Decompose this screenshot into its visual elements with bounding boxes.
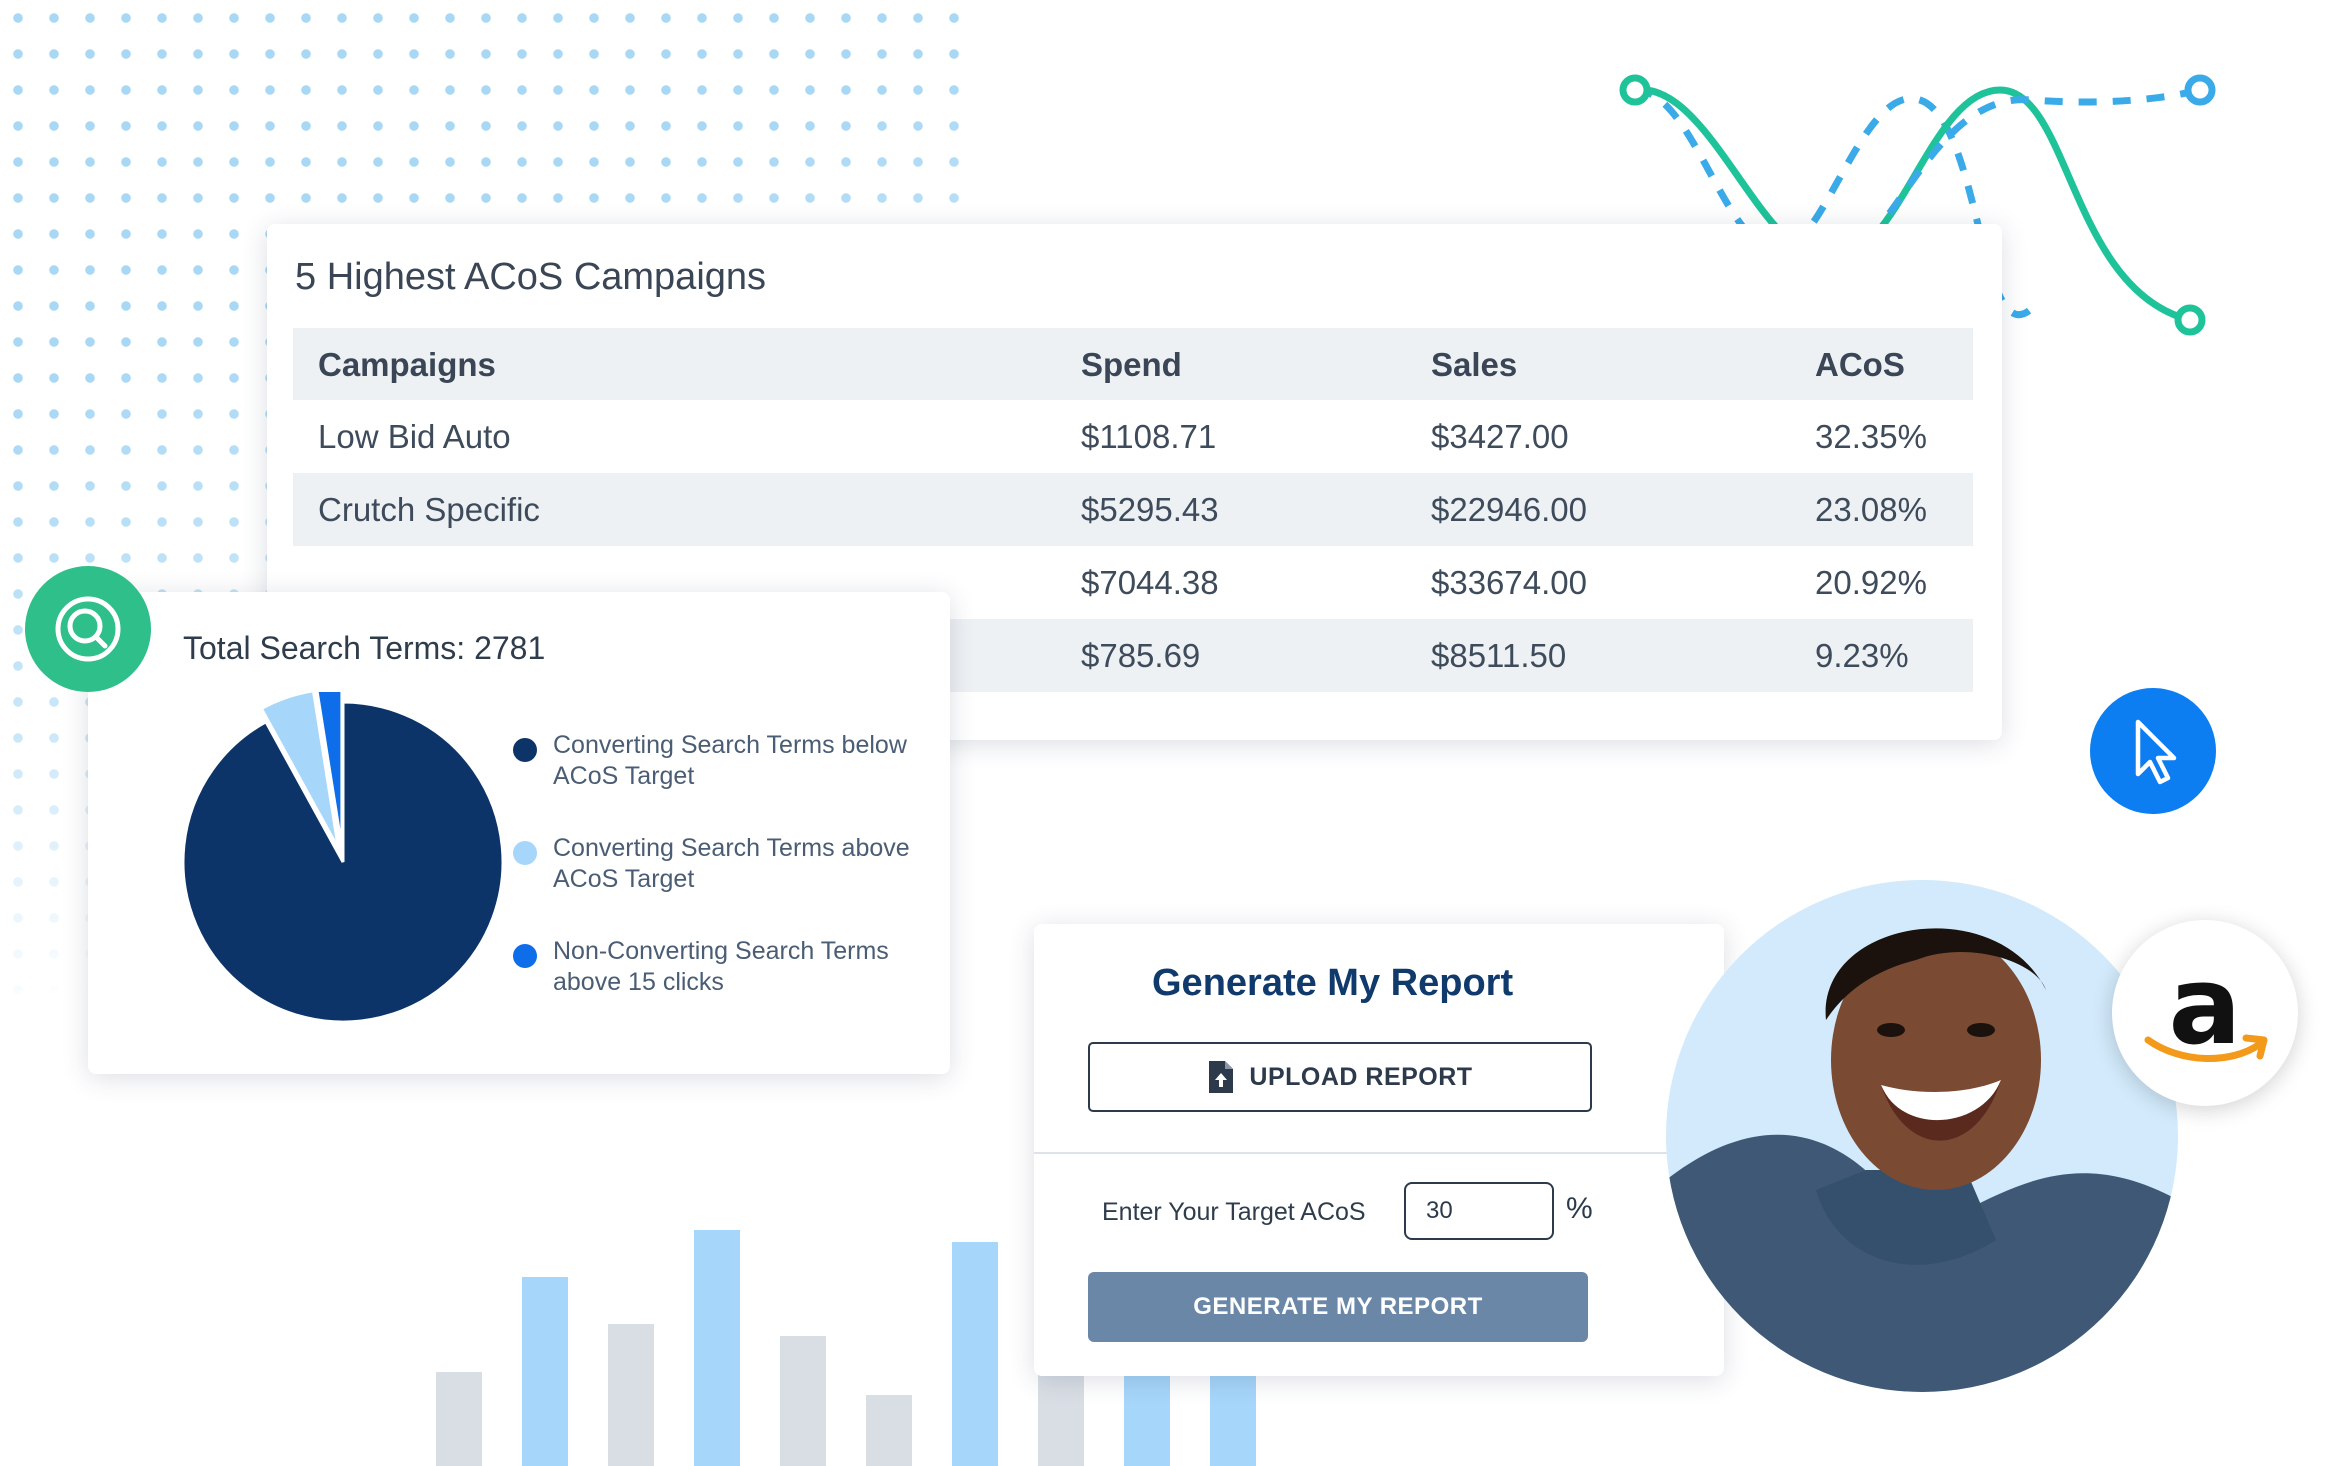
decorative-bar: [522, 1277, 568, 1466]
table-header-row: Campaigns Spend Sales ACoS: [293, 328, 1973, 400]
upload-report-label: UPLOAD REPORT: [1249, 1062, 1473, 1091]
decorative-bar: [866, 1395, 912, 1466]
upload-report-button[interactable]: UPLOAD REPORT: [1088, 1042, 1592, 1112]
campaign-name: Low Bid Auto: [318, 418, 511, 455]
legend-dot: [513, 738, 537, 762]
pie-slice-converting-above: [259, 692, 340, 850]
cursor-badge: [2090, 688, 2216, 814]
search-terms-title: Total Search Terms: 2781: [183, 630, 546, 666]
search-icon: [55, 596, 121, 662]
table-row: Low Bid Auto $1108.71 $3427.00 32.35%: [293, 400, 1973, 473]
decorative-bar: [436, 1371, 482, 1466]
decorative-bar: [694, 1230, 740, 1466]
legend-item-converting-below: Converting Search Terms below ACoS Targe…: [513, 730, 933, 792]
target-acos-input[interactable]: [1404, 1182, 1554, 1240]
person-illustration: [1666, 928, 2178, 1392]
header-sales: Sales: [1431, 346, 1518, 383]
amazon-logo-letter: a: [2168, 944, 2242, 1069]
report-title: Generate My Report: [1152, 962, 1514, 1004]
header-acos: ACoS: [1815, 346, 1905, 383]
header-campaigns: Campaigns: [318, 346, 496, 383]
header-spend: Spend: [1081, 346, 1182, 383]
legend-label: Converting Search Terms above ACoS Targe…: [553, 834, 910, 893]
decorative-bar: [952, 1241, 998, 1466]
campaign-sales: $8511.50: [1431, 637, 1567, 674]
legend-item-non-converting: Non-Converting Search Terms above 15 cli…: [513, 936, 933, 998]
target-acos-label: Enter Your Target ACoS: [1102, 1198, 1366, 1226]
cursor-icon: [2135, 719, 2177, 785]
upload-file-icon: [1209, 1061, 1234, 1093]
legend-dot: [513, 841, 537, 865]
campaign-spend: $1108.71: [1081, 418, 1217, 455]
campaigns-title: 5 Highest ACoS Campaigns: [295, 256, 767, 298]
decorative-bar: [1038, 1371, 1084, 1466]
campaign-spend: $7044.38: [1081, 564, 1219, 601]
table-row: Crutch Specific $5295.43 $22946.00 23.08…: [293, 473, 1973, 546]
search-badge: [25, 566, 151, 692]
campaign-sales: $22946.00: [1431, 491, 1587, 528]
search-terms-card: Total Search Terms: 2781 Converting Sear…: [88, 592, 950, 1074]
campaign-spend: $5295.43: [1081, 491, 1219, 528]
legend-label: Converting Search Terms below ACoS Targe…: [553, 731, 907, 790]
pie-slice-converting-below: [181, 700, 505, 1024]
legend-dot: [513, 944, 537, 968]
generate-report-button[interactable]: GENERATE MY REPORT: [1088, 1272, 1588, 1342]
campaign-acos: 9.23%: [1815, 637, 1909, 674]
decorative-waves: [1619, 74, 2216, 336]
campaign-spend: $785.69: [1081, 637, 1201, 674]
generate-report-card: Generate My Report UPLOAD REPORT Enter Y…: [1034, 924, 1724, 1376]
pie-slice-non-converting: [315, 692, 344, 849]
campaign-sales: $3427.00: [1431, 418, 1569, 455]
campaign-acos: 32.35%: [1815, 418, 1927, 455]
amazon-logo: a: [2112, 920, 2298, 1106]
campaign-acos: 20.92%: [1815, 564, 1927, 601]
percent-sign: %: [1566, 1192, 1593, 1225]
decorative-bar: [1210, 1371, 1256, 1466]
decorative-bar: [780, 1336, 826, 1466]
decorative-bar: [608, 1324, 654, 1466]
person-photo: [1666, 880, 2178, 1392]
campaign-sales: $33674.00: [1431, 564, 1587, 601]
campaign-acos: 23.08%: [1815, 491, 1927, 528]
decorative-bar-chart: [436, 1230, 1296, 1466]
search-terms-pie: [181, 692, 505, 1024]
legend-item-converting-above: Converting Search Terms above ACoS Targe…: [513, 833, 933, 895]
campaign-name: Crutch Specific: [318, 491, 540, 528]
divider: [1034, 1152, 1724, 1154]
amazon-smile-icon: [2144, 1034, 2268, 1062]
table-row: $7044.38 $33674.00 20.92%: [293, 546, 1973, 619]
legend-label: Non-Converting Search Terms above 15 cli…: [553, 937, 889, 996]
